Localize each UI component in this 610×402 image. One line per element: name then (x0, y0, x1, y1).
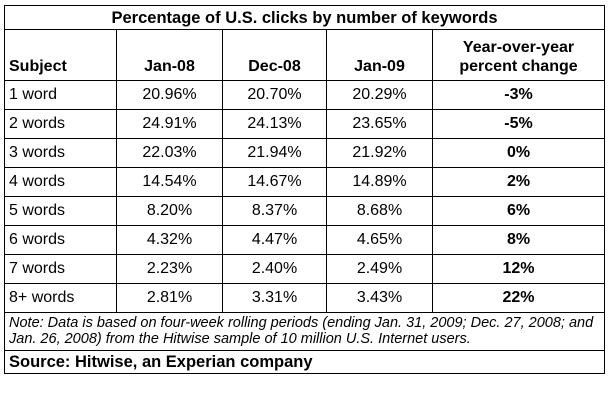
row-yoy-cell: 12% (431, 254, 606, 284)
row-yoy-cell: 6% (431, 196, 606, 226)
table-row: 8+ words 2.81% 3.31% 3.43% 22% (4, 283, 606, 313)
row-jan-08-cell: 2.81% (116, 283, 223, 313)
row-subject-cell: 4 words (4, 167, 117, 197)
row-jan-09-cell: 4.65% (326, 225, 433, 255)
table-row: 2 words 24.91% 24.13% 23.65% -5% (4, 109, 606, 139)
row-jan-08-cell: 22.03% (116, 138, 223, 168)
row-jan-08-cell: 2.23% (116, 254, 223, 284)
row-jan-08-cell: 24.91% (116, 109, 223, 139)
keyword-clicks-table: Percentage of U.S. clicks by number of k… (3, 5, 606, 374)
row-yoy-cell: 2% (431, 167, 606, 197)
row-dec-08-cell: 20.70% (222, 80, 327, 110)
row-dec-08-cell: 3.31% (222, 283, 327, 313)
row-jan-08-cell: 20.96% (116, 80, 223, 110)
table-row: 5 words 8.20% 8.37% 8.68% 6% (4, 196, 606, 226)
row-dec-08-cell: 4.47% (222, 225, 327, 255)
row-yoy-cell: -3% (431, 80, 606, 110)
row-subject-cell: 2 words (4, 109, 117, 139)
row-jan-09-cell: 14.89% (326, 167, 433, 197)
row-jan-08-cell: 8.20% (116, 196, 223, 226)
table-row: 6 words 4.32% 4.47% 4.65% 8% (4, 225, 606, 255)
row-jan-08-cell: 4.32% (116, 225, 223, 255)
row-dec-08-cell: 24.13% (222, 109, 327, 139)
header-yoy-line2: percent change (459, 58, 578, 75)
row-jan-08-cell: 14.54% (116, 167, 223, 197)
header-jan-08: Jan-08 (116, 29, 223, 81)
header-yoy-line1: Year-over-year (462, 39, 575, 56)
table-row: 4 words 14.54% 14.67% 14.89% 2% (4, 167, 606, 197)
row-dec-08-cell: 14.67% (222, 167, 327, 197)
table-source: Source: Hitwise, an Experian company (3, 350, 606, 374)
row-dec-08-cell: 2.40% (222, 254, 327, 284)
note-row: Note: Data is based on four-week rolling… (3, 312, 606, 351)
row-jan-09-cell: 8.68% (326, 196, 433, 226)
table-title: Percentage of U.S. clicks by number of k… (3, 5, 606, 30)
row-yoy-cell: 22% (431, 283, 606, 313)
row-yoy-cell: -5% (431, 109, 606, 139)
header-subject: Subject (4, 29, 117, 81)
table-note: Note: Data is based on four-week rolling… (3, 312, 606, 351)
row-yoy-cell: 0% (431, 138, 606, 168)
row-yoy-cell: 8% (431, 225, 606, 255)
header-dec-08: Dec-08 (222, 29, 327, 81)
row-dec-08-cell: 8.37% (222, 196, 327, 226)
row-subject-cell: 6 words (4, 225, 117, 255)
row-jan-09-cell: 20.29% (326, 80, 433, 110)
header-row: Subject Jan-08 Dec-08 Jan-09 Year-over-y… (4, 29, 606, 81)
row-dec-08-cell: 21.94% (222, 138, 327, 168)
row-jan-09-cell: 21.92% (326, 138, 433, 168)
table-row: 3 words 22.03% 21.94% 21.92% 0% (4, 138, 606, 168)
table-row: 1 word 20.96% 20.70% 20.29% -3% (4, 80, 606, 110)
row-jan-09-cell: 23.65% (326, 109, 433, 139)
row-subject-cell: 3 words (4, 138, 117, 168)
source-row: Source: Hitwise, an Experian company (3, 350, 606, 374)
row-jan-09-cell: 2.49% (326, 254, 433, 284)
keyword-clicks-table-container: Percentage of U.S. clicks by number of k… (3, 5, 606, 374)
header-yoy: Year-over-year percent change (431, 29, 606, 81)
table-row: 7 words 2.23% 2.40% 2.49% 12% (4, 254, 606, 284)
row-subject-cell: 8+ words (4, 283, 117, 313)
row-jan-09-cell: 3.43% (326, 283, 433, 313)
row-subject-cell: 1 word (4, 80, 117, 110)
row-subject-cell: 7 words (4, 254, 117, 284)
row-subject-cell: 5 words (4, 196, 117, 226)
header-jan-09: Jan-09 (326, 29, 433, 81)
